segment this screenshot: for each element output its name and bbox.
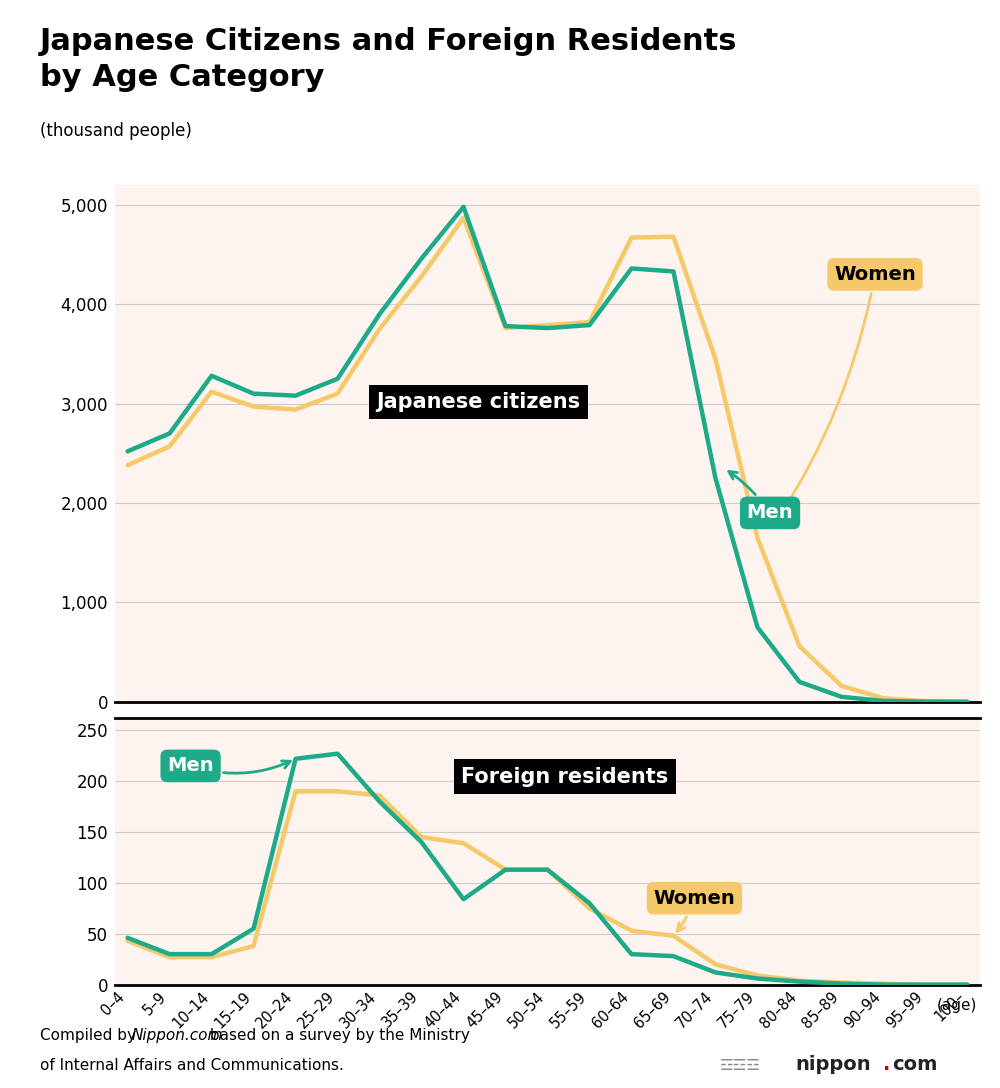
Text: nippon: nippon [795,1055,871,1074]
Text: Nippon.com: Nippon.com [132,1028,223,1043]
Text: Men: Men [167,756,290,776]
Text: Foreign residents: Foreign residents [461,767,668,787]
Text: (age): (age) [937,998,977,1013]
Text: Compiled by: Compiled by [40,1028,141,1043]
Text: Men: Men [729,471,793,522]
Text: com: com [892,1055,937,1074]
Text: Women: Women [654,889,735,931]
Text: Japanese Citizens and Foreign Residents: Japanese Citizens and Foreign Residents [40,27,738,57]
Text: based on a survey by the Ministry: based on a survey by the Ministry [205,1028,470,1043]
Text: Women: Women [782,264,916,512]
Text: .: . [883,1055,890,1074]
Text: of Internal Affairs and Communications.: of Internal Affairs and Communications. [40,1058,344,1073]
Text: (thousand people): (thousand people) [40,122,192,140]
Text: ☲☲☲: ☲☲☲ [720,1058,761,1073]
Text: Japanese citizens: Japanese citizens [376,392,580,412]
Text: by Age Category: by Age Category [40,63,324,92]
